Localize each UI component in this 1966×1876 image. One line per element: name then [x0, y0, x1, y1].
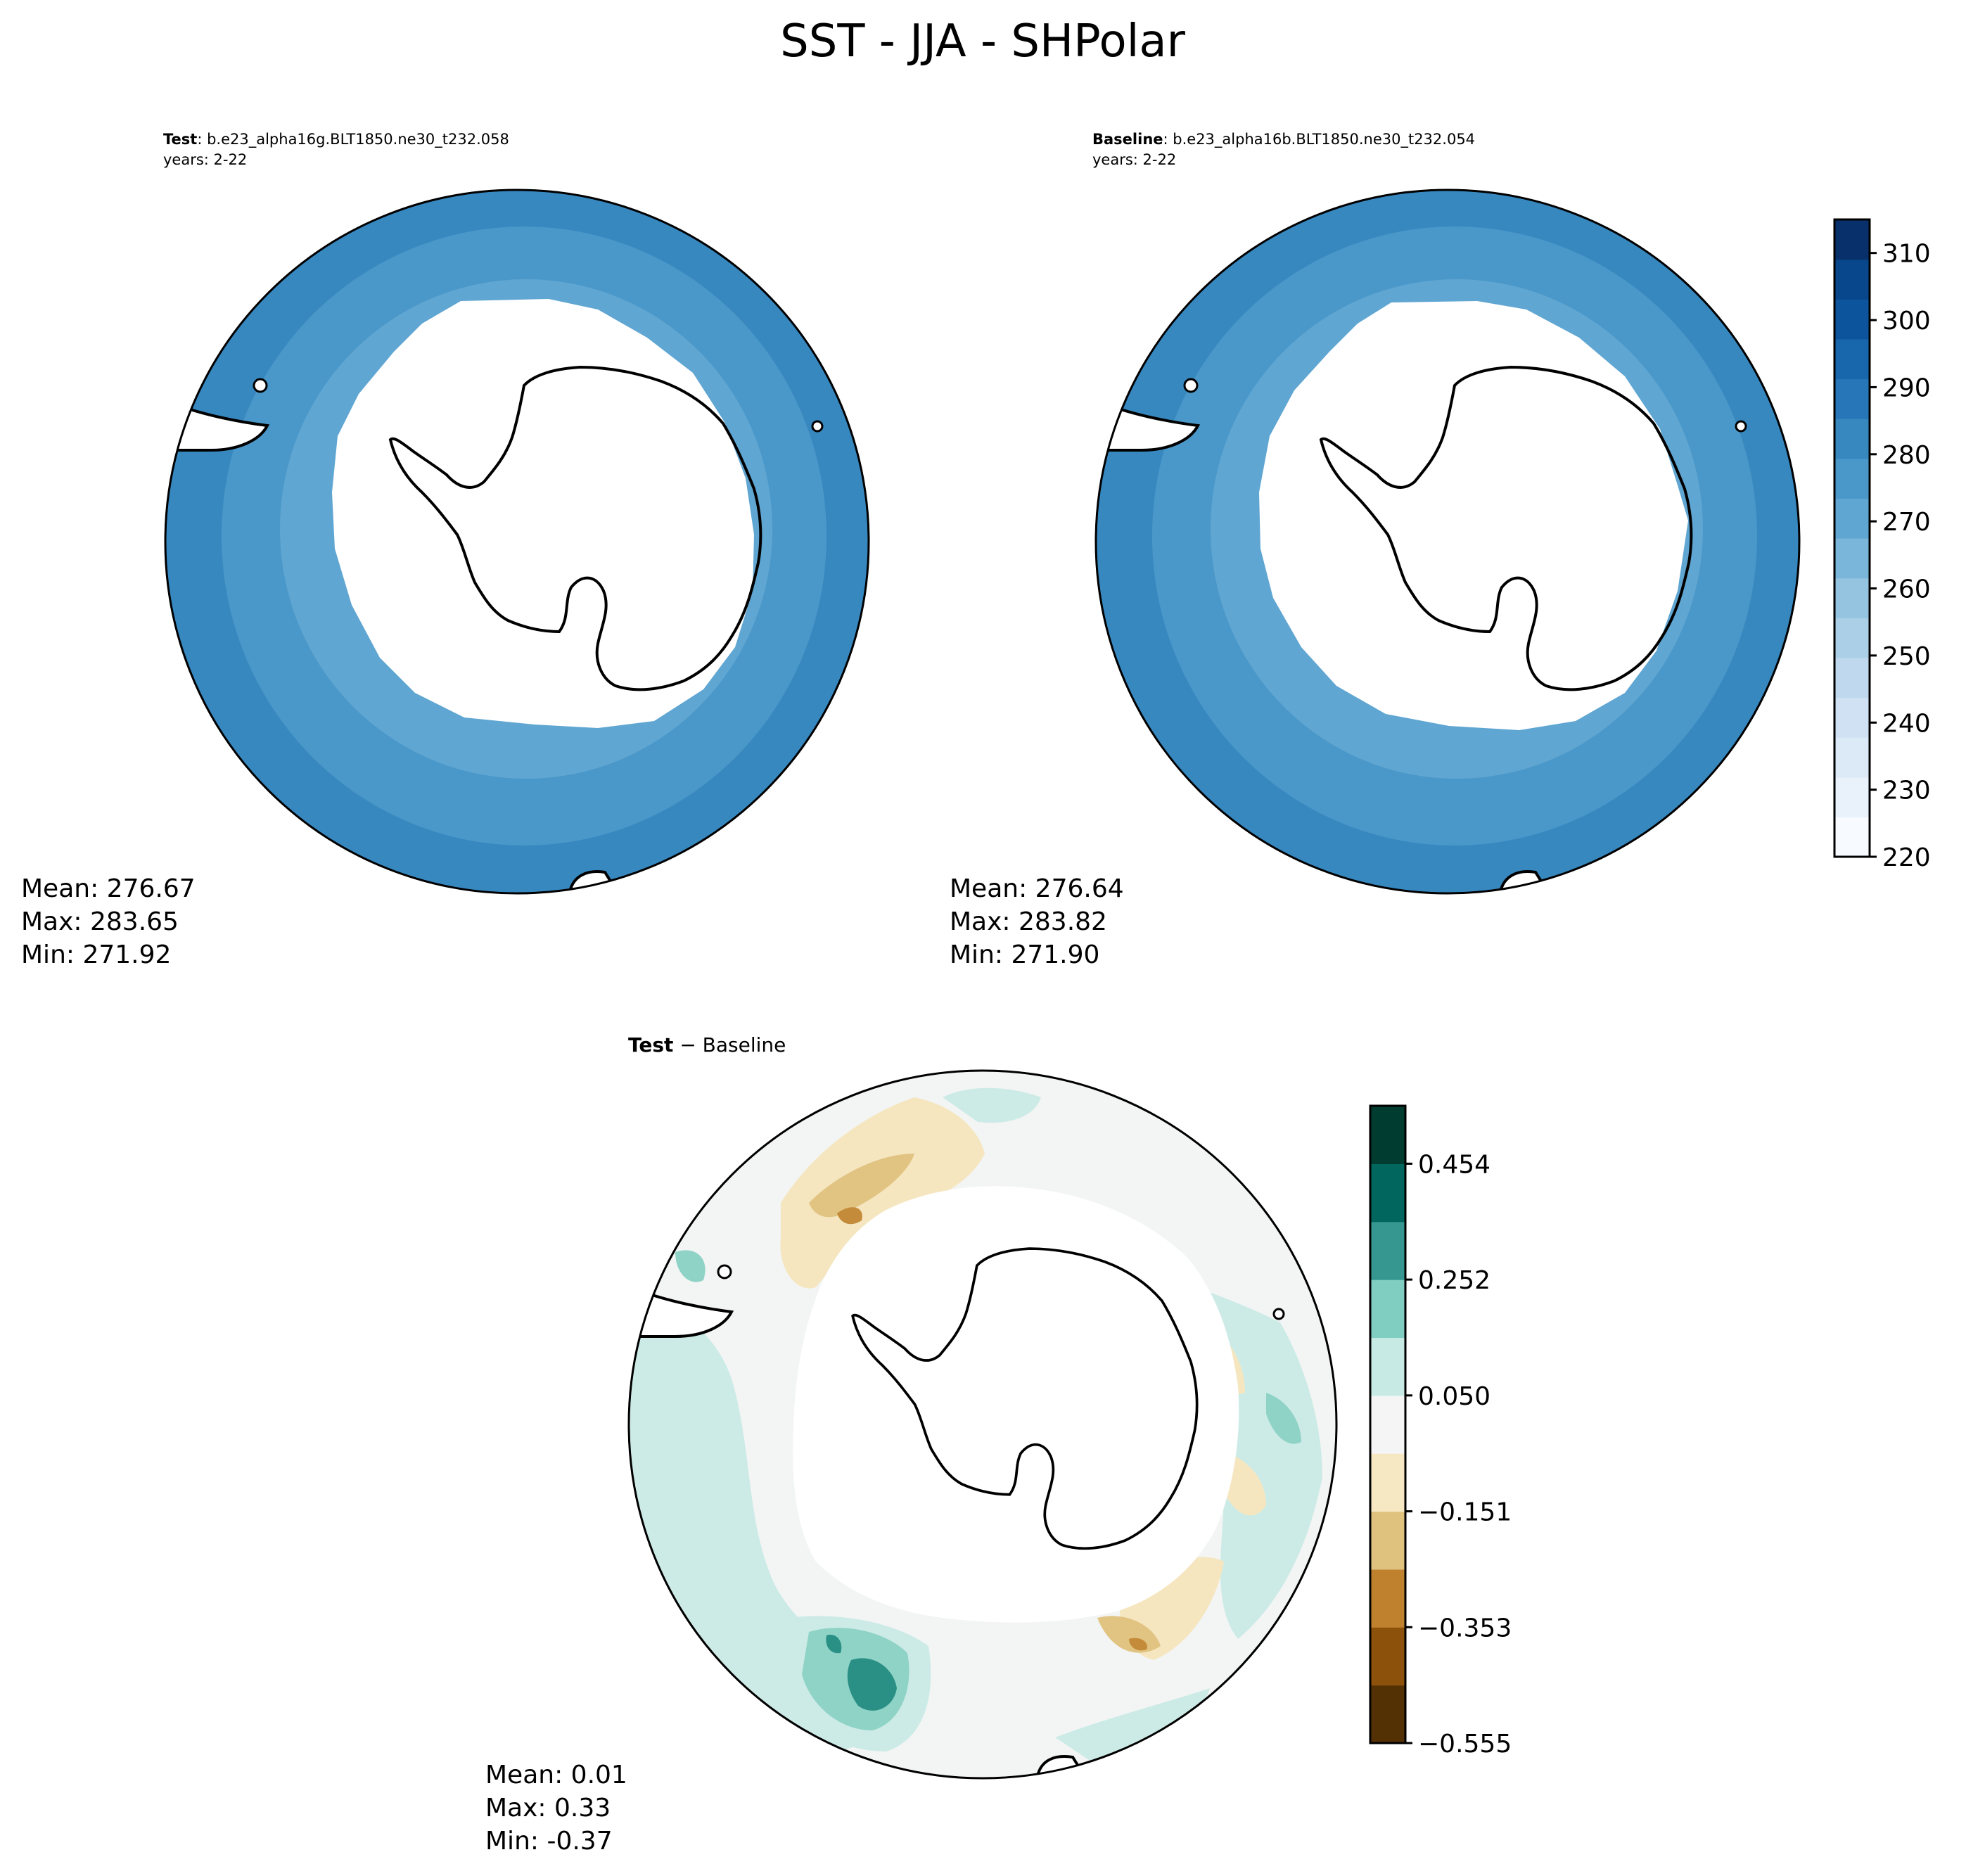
main-colorbar-swatch — [1834, 657, 1870, 698]
diff-mean: Mean: 0.01 — [485, 1761, 627, 1789]
test-label-rest: : b.e23_alpha16g.BLT1850.ne30_t232.058 — [197, 131, 509, 148]
diff-max: Max: 0.33 — [485, 1794, 611, 1823]
test-map — [165, 190, 869, 893]
diff-colorbar-swatch — [1370, 1395, 1405, 1454]
main-colorbar-tick-label: 260 — [1882, 575, 1931, 604]
diff-colorbar-ticks: 0.454 0.252 0.050 −0.151 −0.353 −0.555 — [1405, 1150, 1512, 1759]
diff-colorbar-swatch — [1370, 1163, 1405, 1223]
main-colorbar-tick-label: 270 — [1882, 508, 1931, 537]
main-colorbar-swatch — [1834, 737, 1870, 778]
figure-title: SST - JJA - SHPolar — [780, 15, 1186, 68]
main-colorbar: 220 230 240 250 260 270 280 290 300 310 — [1833, 218, 1931, 872]
diff-colorbar-frame — [1369, 1104, 1407, 1744]
diff-colorbar-swatch — [1370, 1511, 1405, 1570]
diff-colorbar-swatch — [1370, 1453, 1405, 1512]
diff-panel-label: Test − Baseline — [628, 1033, 786, 1057]
baseline-panel: Baseline: b.e23_alpha16b.BLT1850.ne30_t2… — [950, 131, 1801, 969]
main-colorbar-ticks: 220 230 240 250 260 270 280 290 300 310 — [1870, 240, 1931, 872]
diff-colorbar-swatch — [1370, 1569, 1405, 1628]
main-colorbar-swatch — [1834, 338, 1870, 380]
main-colorbar-swatch — [1834, 419, 1870, 459]
diff-colorbar-swatch — [1370, 1280, 1405, 1339]
main-colorbar-tick-label: 300 — [1882, 307, 1931, 336]
main-colorbar-swatch — [1834, 697, 1870, 738]
main-colorbar-frame — [1833, 218, 1871, 858]
test-years: years: 2-22 — [163, 151, 247, 168]
diff-min: Min: -0.37 — [485, 1827, 613, 1856]
diff-panel: Test − Baseline — [485, 1033, 1338, 1856]
baseline-max: Max: 283.82 — [950, 907, 1107, 936]
test-max: Max: 283.65 — [21, 907, 179, 936]
main-colorbar-swatch — [1834, 618, 1870, 658]
baseline-map-boundary — [1094, 189, 1801, 895]
main-colorbar-swatch — [1834, 578, 1870, 618]
main-colorbar-swatch — [1834, 458, 1870, 499]
main-colorbar-swatch — [1834, 259, 1870, 300]
test-min: Min: 271.92 — [21, 940, 171, 969]
diff-colorbar-swatch — [1370, 1685, 1405, 1744]
main-colorbar-swatches — [1834, 219, 1870, 857]
baseline-label-rest: : b.e23_alpha16b.BLT1850.ne30_t232.054 — [1163, 131, 1476, 148]
diff-colorbar-swatch — [1370, 1221, 1405, 1280]
main-colorbar-tick-label: 290 — [1882, 374, 1931, 402]
baseline-label-bold: Baseline — [1092, 131, 1163, 148]
main-colorbar-tick-label: 230 — [1882, 777, 1931, 805]
diff-colorbar-swatches — [1370, 1106, 1405, 1744]
diff-colorbar-tick-label: −0.555 — [1418, 1730, 1512, 1759]
diff-colorbar-tick-label: −0.151 — [1418, 1498, 1512, 1527]
main-colorbar-tick-label: 220 — [1882, 843, 1931, 872]
diff-colorbar: 0.454 0.252 0.050 −0.151 −0.353 −0.555 — [1369, 1104, 1512, 1759]
test-map-boundary — [164, 189, 870, 895]
main-colorbar-swatch — [1834, 378, 1870, 419]
diff-label-bold: Test — [628, 1033, 673, 1057]
main-colorbar-swatch — [1834, 817, 1870, 857]
main-colorbar-swatch — [1834, 538, 1870, 579]
baseline-panel-label: Baseline: b.e23_alpha16b.BLT1850.ne30_t2… — [1092, 131, 1475, 148]
baseline-mean: Mean: 276.64 — [950, 874, 1124, 903]
diff-label-rest: − Baseline — [673, 1033, 786, 1057]
diff-colorbar-tick-label: 0.252 — [1418, 1266, 1491, 1295]
test-panel-label: Test: b.e23_alpha16g.BLT1850.ne30_t232.0… — [163, 131, 509, 148]
diff-colorbar-tick-label: −0.353 — [1418, 1614, 1512, 1642]
diff-map-boundary — [627, 1069, 1338, 1780]
main-colorbar-tick-label: 280 — [1882, 441, 1931, 470]
test-panel: Test: b.e23_alpha16g.BLT1850.ne30_t232.0… — [21, 131, 870, 969]
main-colorbar-swatch — [1834, 219, 1870, 260]
main-colorbar-swatch — [1834, 777, 1870, 817]
diff-colorbar-tick-label: 0.050 — [1418, 1382, 1491, 1411]
test-label-bold: Test — [163, 131, 197, 148]
main-colorbar-tick-label: 250 — [1882, 642, 1931, 671]
diff-colorbar-tick-label: 0.454 — [1418, 1150, 1491, 1179]
diff-colorbar-swatch — [1370, 1337, 1405, 1396]
main-colorbar-swatch — [1834, 498, 1870, 539]
main-colorbar-tick-label: 240 — [1882, 709, 1931, 738]
baseline-map — [1096, 190, 1799, 893]
diff-colorbar-swatch — [1370, 1627, 1405, 1686]
test-mean: Mean: 276.67 — [21, 874, 196, 903]
diff-colorbar-swatch — [1370, 1106, 1405, 1164]
baseline-years: years: 2-22 — [1092, 151, 1176, 168]
main-colorbar-tick-label: 310 — [1882, 240, 1931, 269]
baseline-min: Min: 271.90 — [950, 940, 1099, 969]
main-colorbar-swatch — [1834, 299, 1870, 340]
